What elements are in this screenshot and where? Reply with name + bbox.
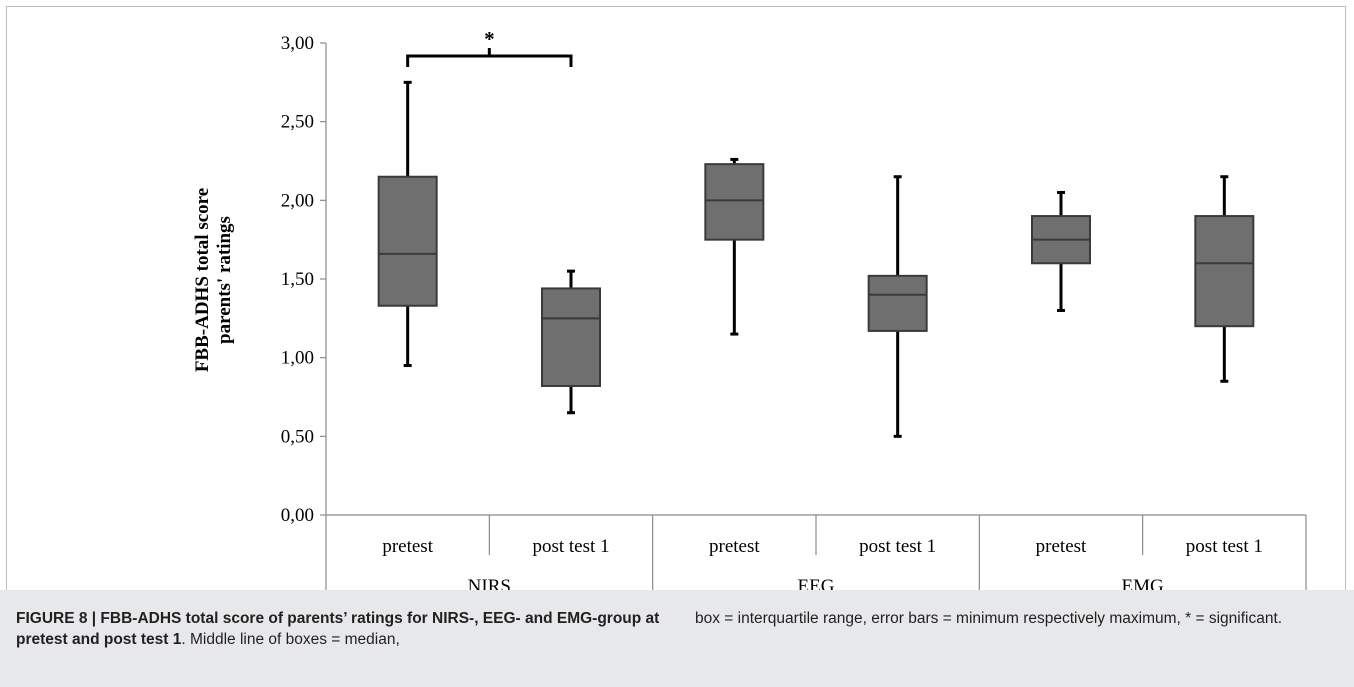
- y-tick-label: 0,50: [281, 426, 314, 447]
- condition-label: pretest: [1036, 536, 1087, 557]
- box-emg-post-test-1: [1194, 175, 1255, 383]
- caption-text-right: box = interquartile range, error bars = …: [695, 610, 1283, 627]
- box-nirs-pretest: [377, 80, 438, 368]
- interquartile-box: [704, 163, 765, 241]
- condition-label: post test 1: [1186, 536, 1263, 557]
- box-eeg-pretest: [704, 157, 765, 336]
- significance-bracket: [406, 54, 573, 67]
- figure-caption: FIGURE 8 | FBB-ADHS total score of paren…: [0, 590, 1354, 687]
- box-emg-pretest: [1031, 190, 1091, 312]
- box-eeg-post-test-1: [867, 175, 928, 438]
- significance-marker: *: [484, 27, 495, 51]
- condition-label: pretest: [382, 536, 433, 557]
- condition-label: pretest: [709, 536, 760, 557]
- group-label: EEG: [798, 576, 835, 590]
- condition-label: post test 1: [859, 536, 936, 557]
- y-tick-label: 2,00: [281, 190, 314, 211]
- condition-label: post test 1: [532, 536, 609, 557]
- interquartile-box: [541, 287, 601, 387]
- y-tick-label: 3,00: [281, 33, 314, 54]
- interquartile-box: [377, 175, 438, 307]
- caption-title: FIGURE 8 | FBB-ADHS total score of paren…: [16, 610, 660, 648]
- group-label: EMG: [1122, 576, 1165, 590]
- box-plot-chart: 0,00 0,50 1,00 1,50 2,00 2,50 3,00 pretest post…: [192, 27, 1307, 590]
- caption-text-left: . Middle line of boxes = median,: [181, 631, 400, 648]
- y-tick-label: 1,50: [281, 269, 314, 290]
- box-nirs-post-test-1: [541, 269, 601, 415]
- caption-left-column: FIGURE 8 | FBB-ADHS total score of paren…: [16, 608, 676, 650]
- y-axis-label-line1: FBB-ADHS total score: [192, 188, 213, 372]
- y-tick-label: 1,00: [281, 348, 314, 369]
- interquartile-box: [867, 274, 928, 332]
- y-axis-label-line2: parents' ratings: [214, 216, 235, 344]
- figure-frame: [6, 6, 1346, 680]
- y-tick-label: 0,00: [281, 505, 314, 526]
- caption-right-column: box = interquartile range, error bars = …: [695, 608, 1335, 629]
- y-tick-label: 2,50: [281, 112, 314, 133]
- interquartile-box: [1194, 215, 1255, 328]
- group-label: NIRS: [468, 576, 511, 590]
